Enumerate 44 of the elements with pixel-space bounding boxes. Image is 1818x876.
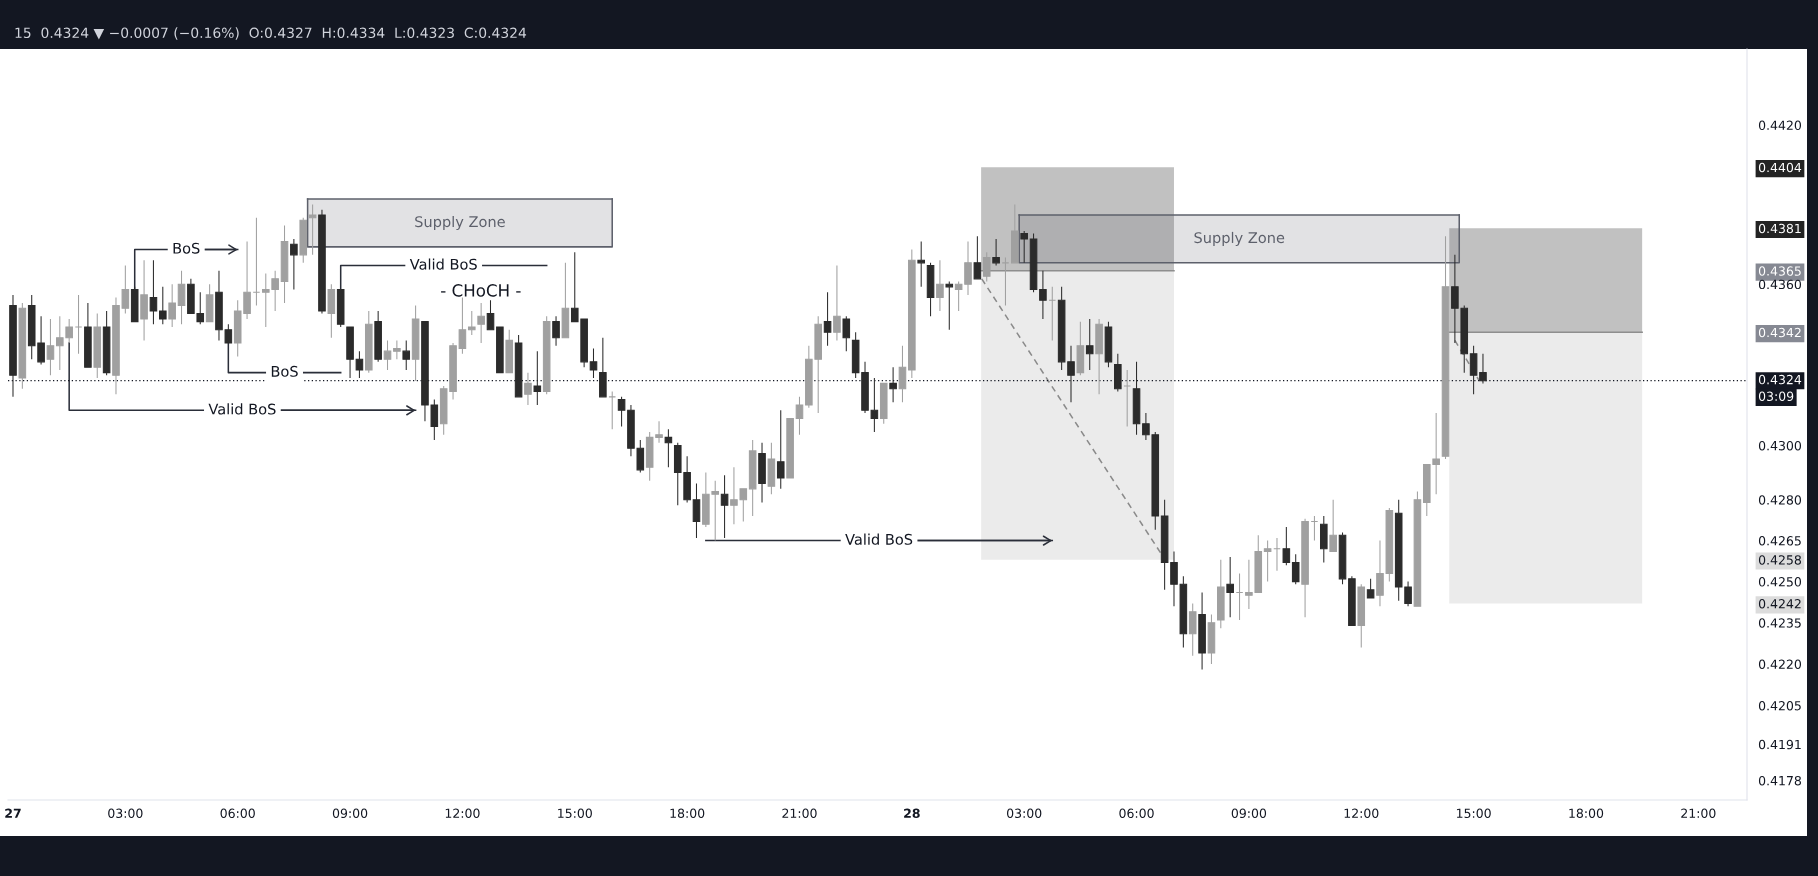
x-tick-label: 18:00 [670, 808, 705, 819]
y-tick-label: 0.4381 [1758, 223, 1801, 234]
y-tick-label: 0.4220 [1758, 659, 1802, 669]
x-tick-label: 18:00 [1569, 808, 1604, 819]
x-tick-label: 03:00 [1007, 808, 1042, 819]
annotation: - CHoCH - [441, 284, 521, 297]
x-tick-label: 15:00 [1456, 808, 1491, 819]
x-tick-label: 06:00 [220, 808, 255, 819]
x-tick-label: 28 [904, 808, 920, 819]
annotation: BoS [271, 365, 298, 377]
x-tick-label: 12:00 [1344, 808, 1379, 819]
annotation: Valid BoS [409, 258, 477, 270]
chart-subtitle: 15 0.4324 ▼ −0.0007 (−0.16%) O:0.4327 H:0.4334 L:0.4323 C:0.4324 [15, 27, 527, 40]
y-tick-label: 0.4342 [1758, 327, 1801, 338]
y-tick-label: 0.4365 [1758, 266, 1801, 276]
annotation: Valid BoS [845, 533, 913, 545]
annotation: Valid BoS [208, 403, 276, 415]
y-tick-label: 0.4178 [1758, 775, 1801, 786]
y-tick-label: 0.4360 [1758, 279, 1802, 290]
annotation: BoS [173, 242, 200, 254]
y-tick-label: 0.4242 [1758, 599, 1801, 609]
y-tick-label: 0.4191 [1758, 739, 1801, 750]
x-tick-label: 15:00 [558, 808, 592, 819]
y-tick-label: 0.4265 [1758, 536, 1801, 546]
x-tick-label: 27 [5, 808, 21, 818]
x-tick-label: 21:00 [782, 808, 817, 819]
ref-line-label: 0.4324 [1758, 374, 1802, 385]
x-tick-label: 09:00 [1231, 808, 1267, 819]
x-tick-label: 21:00 [1681, 808, 1716, 819]
series-label: Supply Zone [415, 215, 505, 231]
text: 03:09 [1758, 391, 1794, 401]
y-tick-label: 0.4205 [1758, 700, 1801, 711]
y-tick-label: 0.4300 [1758, 440, 1802, 451]
y-tick-label: 0.4235 [1758, 618, 1801, 628]
y-tick-label: 0.4250 [1758, 577, 1802, 587]
series-label: Supply Zone [1194, 231, 1285, 246]
y-tick-label: 0.4420 [1758, 120, 1802, 131]
x-tick-label: 03:00 [108, 808, 143, 819]
x-tick-label: 06:00 [1119, 808, 1154, 819]
y-tick-label: 0.4280 [1758, 495, 1802, 505]
y-tick-label: 0.4404 [1758, 162, 1802, 173]
y-tick-label: 0.4258 [1758, 555, 1801, 565]
x-tick-label: 12:00 [445, 808, 480, 819]
x-tick-label: 09:00 [332, 808, 368, 819]
